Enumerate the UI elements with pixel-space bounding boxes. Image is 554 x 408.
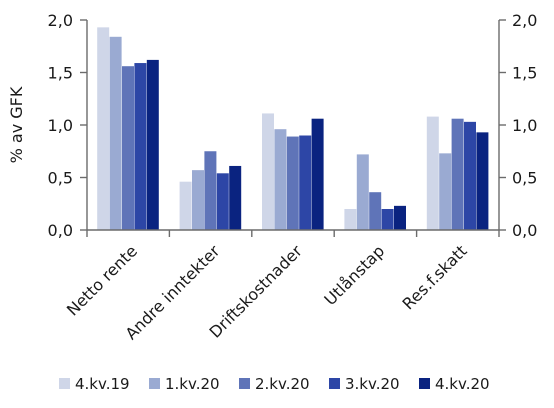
bar-2-3 [274,129,287,230]
legend-label-5: 4.kv.20 [435,375,490,393]
bar-4-3 [299,135,312,230]
left-tick-label: 0,0 [48,221,73,240]
left-tick-label: 0,5 [48,169,73,188]
bar-3-5 [451,118,464,230]
bar-3-1 [122,66,134,230]
legend-swatch-4 [329,378,340,389]
category-label-4: Utlånstap [320,241,388,309]
legend-swatch-2 [149,378,160,389]
legend-swatch-5 [419,378,430,389]
bar-3-3 [286,136,299,230]
right-tick-label: 2,0 [512,11,537,30]
axes-group [80,19,506,237]
bar-5-3 [311,118,324,230]
bar-5-2 [229,165,242,230]
legend-label-1: 4.kv.19 [75,375,130,393]
bar-4-5 [464,121,476,230]
left-tick-label: 1,5 [48,64,73,83]
category-label-1: Netto rente [63,241,141,319]
bar-4-2 [216,173,229,230]
right-tick-label: 0,5 [512,169,537,188]
bar-5-5 [476,132,489,230]
left-tick-labels: 0,0 0,5 1,0 1,5 2,0 [48,11,73,240]
left-tick-label: 2,0 [48,11,73,30]
bar-2-2 [192,170,204,230]
bar-5-4 [394,205,406,230]
legend: 4.kv.19 1.kv.20 2.kv.20 3.kv.20 4.kv.20 [59,375,490,393]
bar-1-4 [344,209,357,230]
bar-1-1 [97,27,110,230]
legend-label-3: 2.kv.20 [255,375,310,393]
left-tick-label: 1,0 [48,116,73,135]
legend-swatch-1 [59,378,70,389]
bar-1-2 [179,181,192,230]
y-axis-title-group: % av GFK [7,86,26,163]
legend-label-4: 3.kv.20 [345,375,400,393]
bar-2-5 [439,153,452,230]
right-tick-label: 1,5 [512,64,537,83]
bars-group [97,27,489,231]
bar-1-3 [262,113,274,230]
category-label-5: Res.f.skatt [399,241,471,313]
bar-3-4 [369,192,382,230]
y-axis-title: % av GFK [7,86,26,163]
right-tick-label: 1,0 [512,116,537,135]
bar-2-4 [356,154,369,230]
right-tick-label: 0,0 [512,221,537,240]
bar-2-1 [109,36,122,230]
bar-1-5 [426,116,439,230]
legend-swatch-3 [239,378,250,389]
bar-5-1 [146,59,159,231]
right-tick-labels: 0,0 0,5 1,0 1,5 2,0 [512,11,537,240]
bar-4-1 [134,63,147,230]
bar-4-4 [381,209,394,230]
bar-3-2 [204,151,217,230]
legend-label-2: 1.kv.20 [165,375,220,393]
